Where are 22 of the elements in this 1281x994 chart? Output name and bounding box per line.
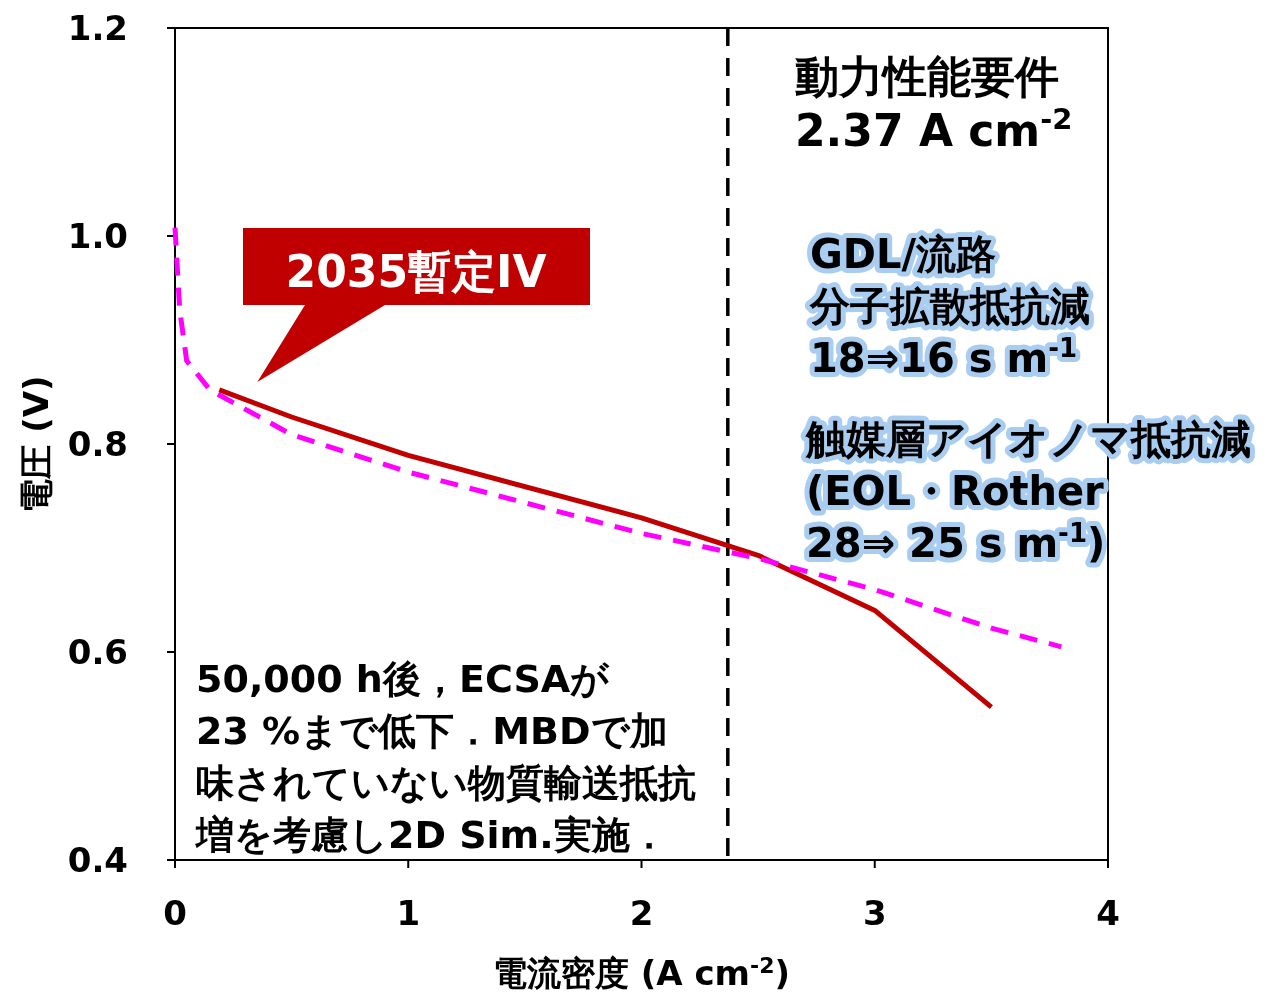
annotation: GDL/流路 [810, 231, 997, 277]
annotation: 50,000 h後，ECSAが [196, 657, 611, 701]
annotation: 分子拡散抵抗減 [809, 283, 1090, 329]
x-tick-label: 0 [163, 893, 187, 933]
x-axis-title: 電流密度 (A cm$^{-2}$) [492, 952, 791, 993]
x-tick-label: 3 [862, 893, 887, 933]
x-tick-label: 2 [629, 893, 654, 933]
y-tick-label: 1.0 [67, 216, 128, 256]
annotation: 28⇒ 25 s m$^{-1}$) [806, 518, 1106, 566]
y-axis-title: 電圧 (V) [16, 375, 56, 513]
annotation: 味されていない物質輸送抵抗 [196, 761, 696, 805]
y-tick-label: 1.2 [67, 8, 128, 48]
annotation: 18⇒16 s m$^{-1}$ [810, 333, 1078, 381]
y-tick-label: 0.8 [67, 424, 128, 464]
y-tick-label: 0.4 [67, 840, 128, 880]
y-tick-label: 0.6 [67, 632, 128, 672]
ref-line-label: 動力性能要件 2.37 A cm$^{-2}$ [795, 51, 1073, 156]
annotation: 23 %まで低下．MBDで加 [196, 709, 668, 753]
x-tick-label: 1 [396, 893, 421, 933]
x-tick-label: 4 [1096, 893, 1120, 933]
annotation: 増を考慮し2D Sim.実施． [194, 813, 668, 857]
annotation: (EOL・Rother [806, 468, 1105, 514]
